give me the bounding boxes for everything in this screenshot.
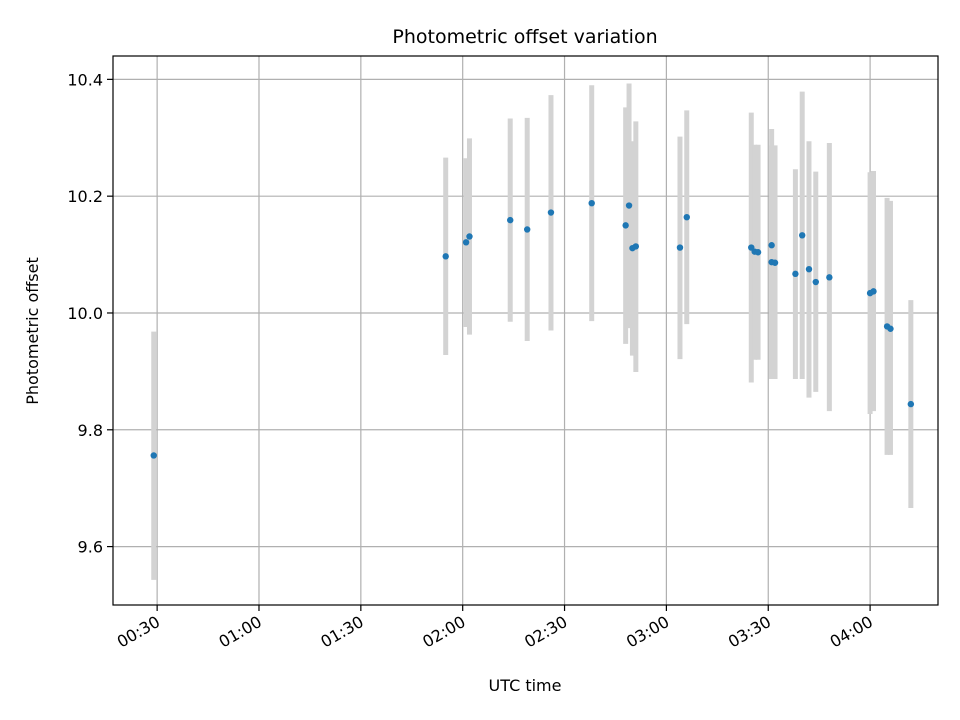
data-point [805, 265, 813, 273]
data-point [907, 400, 915, 408]
data-point [798, 232, 806, 239]
data-point [812, 278, 819, 286]
data-points [150, 199, 915, 459]
data-point [462, 239, 470, 246]
data-point [870, 288, 877, 295]
plot-frame [112, 55, 939, 606]
data-point [507, 216, 514, 224]
data-point [588, 199, 595, 207]
data-point [676, 244, 684, 251]
data-point [771, 259, 779, 266]
data-point [466, 233, 473, 240]
y-tick-label: 9.8 [78, 421, 103, 440]
data-point [547, 209, 555, 216]
data-point [792, 270, 799, 278]
data-point [442, 253, 449, 260]
y-axis-label: Photometric offset [23, 257, 42, 405]
x-tick-label: 00:30 [114, 612, 163, 652]
x-tick-label: 03:00 [623, 612, 672, 652]
x-tick-label: 02:30 [521, 612, 570, 652]
data-point [622, 222, 629, 229]
grid [113, 56, 938, 605]
data-point [683, 213, 690, 221]
data-point [150, 452, 157, 459]
data-point [632, 243, 640, 250]
x-axis-ticks: 00:30 01:00 01:30 02:00 02:30 03:00 03:30 04:00 [114, 605, 876, 652]
y-tick-label: 10.2 [67, 187, 103, 206]
x-axis-label: UTC time [489, 676, 562, 695]
data-point [523, 226, 531, 233]
x-tick-label: 04:00 [827, 612, 876, 652]
y-tick-label: 10.4 [67, 70, 103, 89]
data-point [754, 249, 762, 256]
y-tick-label: 9.6 [78, 538, 103, 557]
x-tick-label: 02:00 [419, 612, 468, 652]
data-point [625, 202, 633, 209]
x-tick-label: 01:30 [317, 612, 366, 652]
y-tick-label: 10.0 [67, 304, 103, 323]
y-axis-ticks: 9.6 9.8 10.0 10.2 10.4 [67, 70, 113, 557]
data-point [887, 325, 894, 332]
chart-title: Photometric offset variation [392, 26, 657, 48]
data-point [826, 274, 833, 281]
x-tick-label: 03:30 [725, 612, 774, 652]
error-bars [151, 83, 914, 580]
x-tick-label: 01:00 [216, 612, 265, 652]
data-point [768, 242, 775, 249]
